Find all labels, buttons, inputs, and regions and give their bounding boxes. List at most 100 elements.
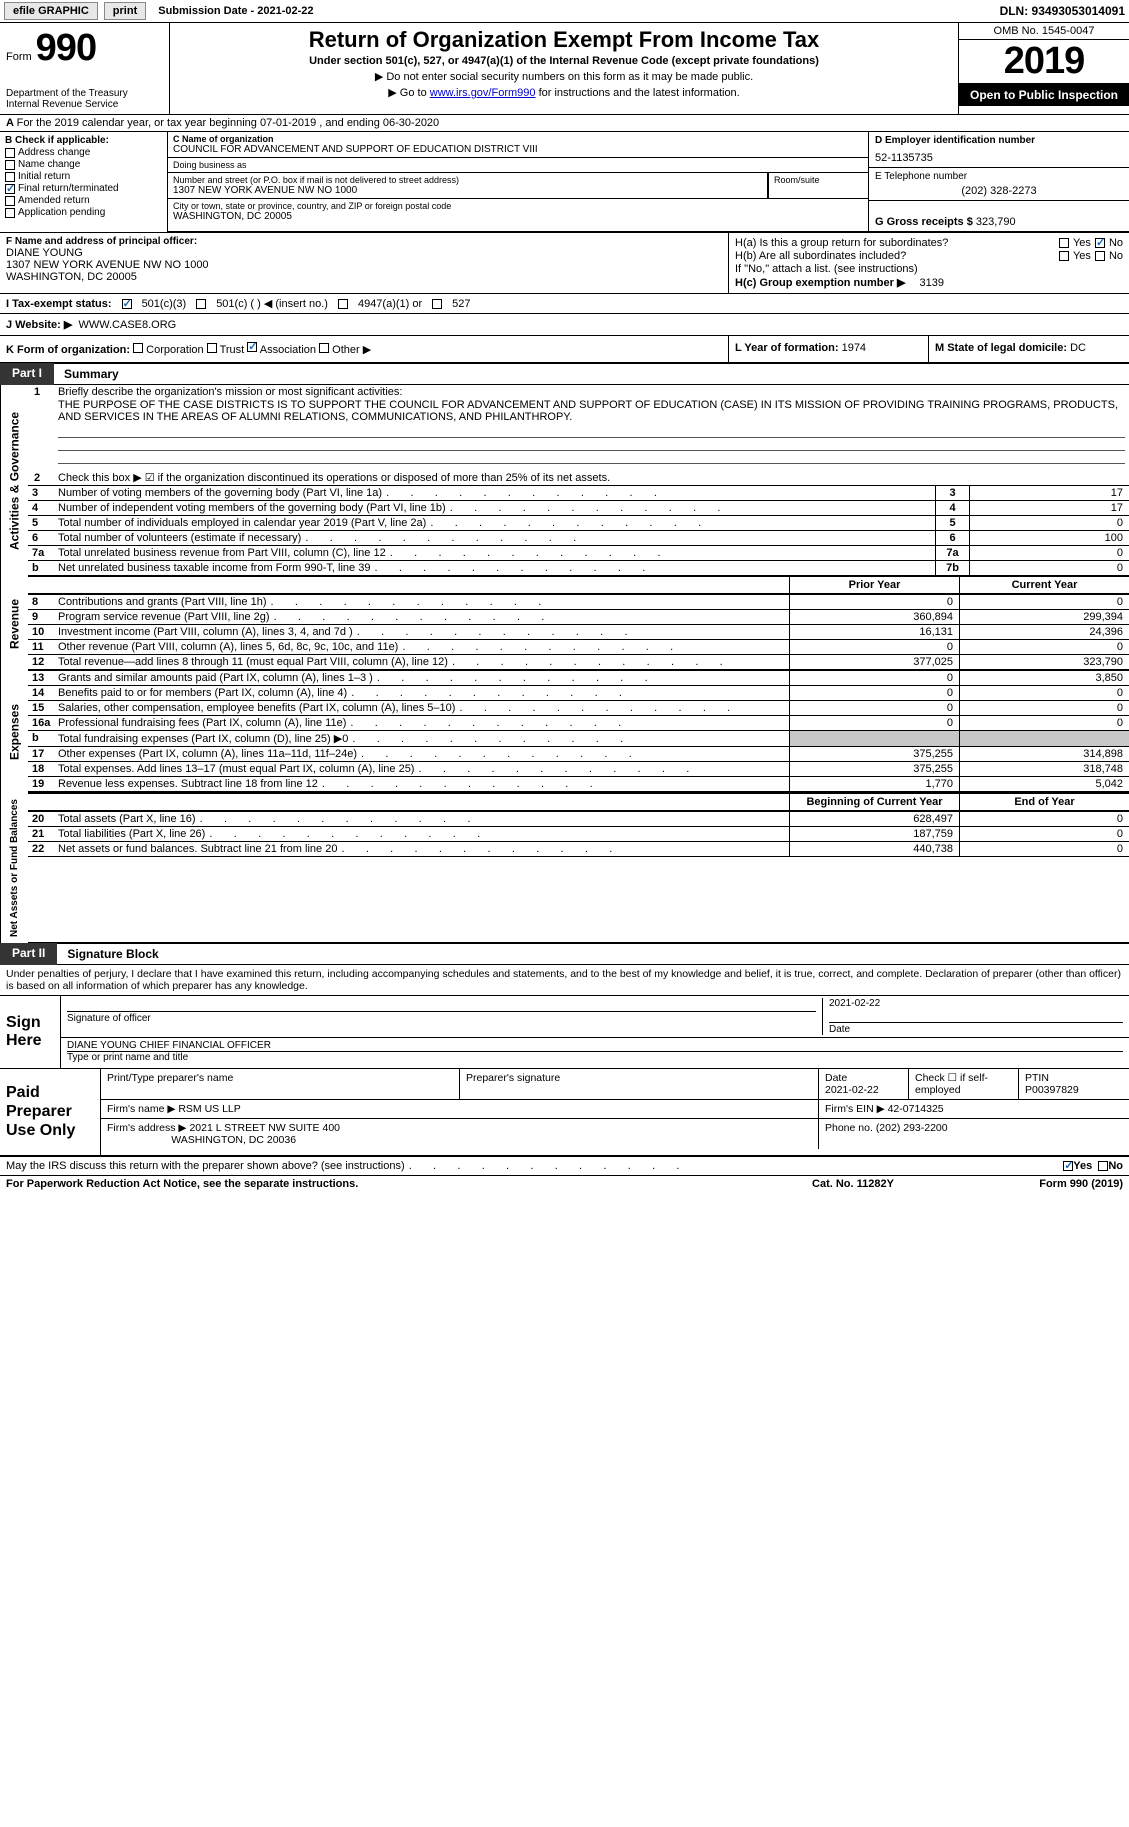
l-cell: L Year of formation: 1974: [729, 336, 929, 362]
officer-signature-line[interactable]: [67, 998, 816, 1012]
cb-4947[interactable]: [338, 299, 348, 309]
omb-number: OMB No. 1545-0047: [959, 23, 1129, 40]
form-header: Form 990 Department of the Treasury Inte…: [0, 23, 1129, 115]
header-right: OMB No. 1545-0047 2019 Open to Public In…: [959, 23, 1129, 114]
ein-cell: D Employer identification number 52-1135…: [869, 132, 1129, 168]
cb-initial-return[interactable]: Initial return: [5, 171, 162, 182]
cb-501c3[interactable]: [122, 299, 132, 309]
label-prep-sig: Preparer's signature: [460, 1069, 819, 1099]
efile-button[interactable]: efile GRAPHIC: [4, 2, 98, 20]
firm-phone: (202) 293-2200: [876, 1122, 948, 1134]
ha-yes[interactable]: [1059, 238, 1069, 248]
data-row-14: 14Benefits paid to or for members (Part …: [28, 686, 1129, 701]
hb-yes[interactable]: [1059, 251, 1069, 261]
instruction-ssn: ▶ Do not enter social security numbers o…: [178, 70, 950, 83]
discuss-yes[interactable]: [1063, 1161, 1073, 1171]
city: WASHINGTON, DC 20005: [173, 211, 863, 222]
label-prep-name: Print/Type preparer's name: [101, 1069, 460, 1099]
form-footer: Form 990 (2019): [943, 1178, 1123, 1190]
org-name-block: C Name of organization COUNCIL FOR ADVAN…: [168, 132, 869, 231]
line4: 4Number of independent voting members of…: [28, 500, 1129, 515]
prep-self-employed[interactable]: Check ☐ if self-employed: [909, 1069, 1019, 1099]
cb-final-return[interactable]: Final return/terminated: [5, 183, 162, 194]
submission-date: Submission Date - 2021-02-22: [158, 5, 313, 17]
cb-application[interactable]: Application pending: [5, 207, 162, 218]
cb-address-change[interactable]: Address change: [5, 147, 162, 158]
tax-year: 2019: [959, 40, 1129, 84]
part2-title: Signature Block: [57, 943, 1129, 965]
prep-row2: Firm's name ▶ RSM US LLP Firm's EIN ▶ 42…: [101, 1100, 1129, 1119]
label-date: Date: [829, 1024, 1123, 1035]
data-row-8: 8Contributions and grants (Part VIII, li…: [28, 595, 1129, 610]
form-number: 990: [36, 27, 96, 70]
prep-date: 2021-02-22: [825, 1084, 879, 1096]
row-i-status: I Tax-exempt status: 501(c)(3) 501(c) ( …: [0, 294, 1129, 314]
vtab-expenses: Expenses: [0, 671, 28, 793]
entity-section: B Check if applicable: Address change Na…: [0, 132, 1129, 233]
line6: 6Total number of volunteers (estimate if…: [28, 530, 1129, 545]
data-row-13: 13Grants and similar amounts paid (Part …: [28, 671, 1129, 686]
cb-corp[interactable]: [133, 343, 143, 353]
line2: 2Check this box ▶ ☑ if the organization …: [28, 470, 1129, 485]
footer: For Paperwork Reduction Act Notice, see …: [0, 1176, 1129, 1192]
paperwork-notice: For Paperwork Reduction Act Notice, see …: [6, 1178, 763, 1190]
m-cell: M State of legal domicile: DC: [929, 336, 1129, 362]
sign-block: Sign Here Signature of officer 2021-02-2…: [0, 996, 1129, 1069]
label-street: Number and street (or P.O. box if mail i…: [173, 175, 762, 185]
discuss-no[interactable]: [1098, 1161, 1108, 1171]
part2-tab: Part II: [0, 943, 57, 965]
prep-row1: Print/Type preparer's name Preparer's si…: [101, 1069, 1129, 1100]
dba-cell: Doing business as: [168, 158, 868, 172]
cat-no: Cat. No. 11282Y: [763, 1178, 943, 1190]
cb-name-change[interactable]: Name change: [5, 159, 162, 170]
street: 1307 NEW YORK AVENUE NW NO 1000: [173, 185, 762, 196]
label-printed-name: Type or print name and title: [67, 1052, 1123, 1063]
website-url: WWW.CASE8.ORG: [78, 319, 176, 331]
print-button[interactable]: print: [104, 2, 146, 20]
hb-no[interactable]: [1095, 251, 1105, 261]
cb-527[interactable]: [432, 299, 442, 309]
city-row: City or town, state or province, country…: [168, 198, 868, 224]
label-phone: E Telephone number: [875, 171, 1123, 182]
cb-other[interactable]: [319, 343, 329, 353]
data-row-19: 19Revenue less expenses. Subtract line 1…: [28, 777, 1129, 792]
form990-link[interactable]: www.irs.gov/Form990: [430, 87, 536, 99]
label-org-name: C Name of organization: [173, 134, 863, 144]
cb-501c[interactable]: [196, 299, 206, 309]
k-cell: K Form of organization: Corporation Trus…: [0, 336, 729, 362]
data-row-21: 21Total liabilities (Part X, line 26)187…: [28, 827, 1129, 842]
column-b: B Check if applicable: Address change Na…: [0, 132, 168, 232]
dept-irs: Internal Revenue Service: [6, 99, 163, 110]
hb-label: H(b) Are all subordinates included?: [735, 250, 1055, 262]
label-city: City or town, state or province, country…: [173, 201, 863, 211]
firm-addr2: WASHINGTON, DC 20036: [171, 1134, 296, 1146]
discuss-row: May the IRS discuss this return with the…: [0, 1157, 1129, 1176]
vtab-revenue: Revenue: [0, 576, 28, 671]
cb-trust[interactable]: [207, 343, 217, 353]
column-h: H(a) Is this a group return for subordin…: [729, 233, 1129, 293]
firm-ein: 42-0714325: [888, 1103, 944, 1115]
row-fh: F Name and address of principal officer:…: [0, 233, 1129, 294]
data-row-9: 9Program service revenue (Part VIII, lin…: [28, 610, 1129, 625]
column-de: D Employer identification number 52-1135…: [869, 132, 1129, 231]
h-note: If "No," attach a list. (see instruction…: [735, 263, 1123, 275]
cb-assoc[interactable]: [247, 342, 257, 352]
part1-title: Summary: [54, 363, 1129, 385]
vtab-netassets: Net Assets or Fund Balances: [0, 793, 28, 943]
state-domicile: DC: [1070, 342, 1086, 354]
line7a: 7aTotal unrelated business revenue from …: [28, 545, 1129, 560]
top-bar: efile GRAPHIC print Submission Date - 20…: [0, 0, 1129, 23]
officer-printed-name: DIANE YOUNG CHIEF FINANCIAL OFFICER: [67, 1040, 1123, 1052]
data-row-11: 11Other revenue (Part VIII, column (A), …: [28, 640, 1129, 655]
mission-text: THE PURPOSE OF THE CASE DISTRICTS IS TO …: [28, 399, 1129, 425]
col-b-header: B Check if applicable:: [5, 135, 162, 146]
row-j-website: J Website: ▶ WWW.CASE8.ORG: [0, 314, 1129, 335]
sign-here-label: Sign Here: [0, 996, 60, 1068]
officer-addr2: WASHINGTON, DC 20005: [6, 271, 722, 283]
firm-name: RSM US LLP: [178, 1103, 240, 1115]
ha-no[interactable]: [1095, 238, 1105, 248]
cb-amended[interactable]: Amended return: [5, 195, 162, 206]
netassets-block: Net Assets or Fund Balances Beginning of…: [0, 793, 1129, 943]
phone-cell: E Telephone number (202) 328-2273: [869, 168, 1129, 201]
line5: 5Total number of individuals employed in…: [28, 515, 1129, 530]
